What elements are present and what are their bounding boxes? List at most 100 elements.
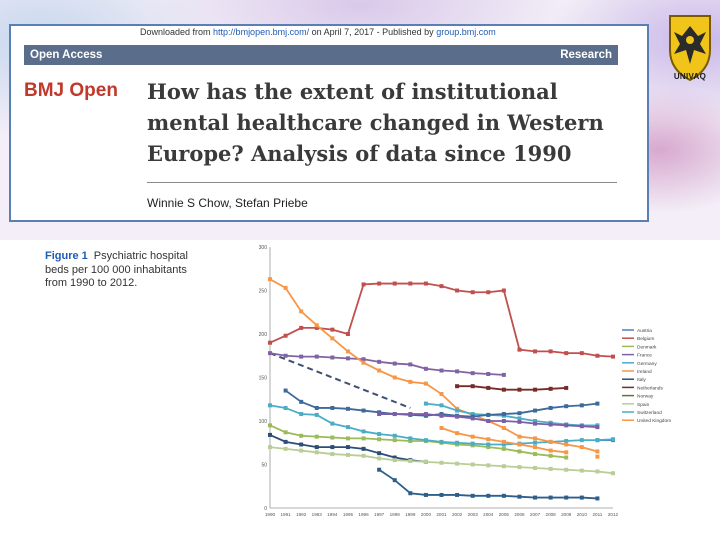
data-point [330,405,335,410]
data-point [345,349,350,354]
data-point [501,387,506,392]
data-point [517,416,522,421]
data-point [299,399,304,404]
publisher-link[interactable]: group.bmj.com [436,27,496,37]
data-point [361,453,366,458]
data-point [564,439,569,444]
data-point [501,446,506,451]
legend-label: Norway [637,394,654,400]
figure-caption-text: Psychiatric hospital beds per 100 000 in… [45,250,188,289]
data-point [283,353,288,358]
data-point [268,351,272,356]
data-point [470,412,475,417]
data-point [470,441,475,446]
section-bar: Open Access Research [24,45,618,65]
data-point [377,368,382,373]
data-point [564,455,569,460]
series-line [269,278,598,453]
series-line [457,385,567,391]
data-point [392,455,397,460]
x-tick-label: 2008 [546,512,557,517]
data-point [501,442,506,447]
x-tick-label: 1997 [374,512,385,517]
data-point [470,493,475,498]
y-tick-label: 0 [264,506,267,512]
data-point [299,442,304,447]
data-point [564,442,569,447]
data-point [533,440,538,445]
legend-label: Denmark [637,344,657,350]
data-point [548,349,553,354]
data-point [517,494,522,499]
figure-caption: Figure 1 Psychiatric hospital beds per 10… [45,250,205,291]
series-line [269,282,614,358]
x-tick-label: 1999 [405,512,416,517]
data-point [408,436,413,441]
data-point [548,439,553,444]
data-point [314,434,319,439]
data-point [595,454,600,459]
data-point [314,405,319,410]
data-point [408,379,413,384]
data-point [595,438,600,443]
data-point [501,425,506,430]
data-point [517,387,522,392]
data-point [486,419,491,423]
data-point [611,354,615,359]
data-point [392,433,397,438]
y-tick-label: 100 [259,419,268,425]
data-point [486,412,491,417]
data-point [330,355,335,360]
data-point [361,408,366,413]
series-line [269,352,504,376]
title-line: How has the extent of institutional [147,79,558,104]
data-point [408,362,413,367]
data-point [579,468,584,473]
data-point [408,459,413,464]
legend-label: Italy [637,377,646,383]
data-point [392,458,397,463]
legend-label: United Kingdom [637,418,671,424]
data-point [314,412,319,417]
data-point [501,439,506,444]
data-point [595,425,600,430]
data-point [501,412,506,417]
data-point [564,450,569,455]
data-point [377,432,382,437]
x-tick-label: 2010 [577,512,588,517]
journal-name: BMJ Open [24,80,118,101]
data-point [377,456,382,461]
data-point [579,351,584,356]
paper-title: How has the extent of institutional ment… [147,76,617,169]
data-point [423,281,428,286]
data-point [439,403,444,408]
data-point [345,445,350,450]
data-point [455,440,460,445]
data-point [283,405,288,410]
data-point [579,403,584,408]
data-point [377,281,382,286]
data-point [517,419,522,424]
data-point [533,495,538,500]
x-tick-label: 2011 [592,512,602,517]
data-point [377,467,382,472]
data-point [423,366,428,371]
data-point [330,336,335,341]
data-point [517,434,522,439]
data-point [533,408,538,413]
data-point [486,442,491,447]
data-point [564,495,569,500]
y-tick-label: 50 [261,463,267,469]
data-point [283,333,288,338]
data-point [455,288,460,293]
data-point [392,438,397,443]
title-line: mental healthcare changed in Western [147,110,604,135]
data-point [579,424,584,429]
data-point [486,290,491,295]
data-point [330,421,335,426]
data-point [533,419,538,423]
data-point [548,422,553,427]
data-point [377,437,382,442]
download-url-link[interactable]: http://bmjopen.bmj.com/ [213,27,310,37]
data-point [564,423,569,428]
